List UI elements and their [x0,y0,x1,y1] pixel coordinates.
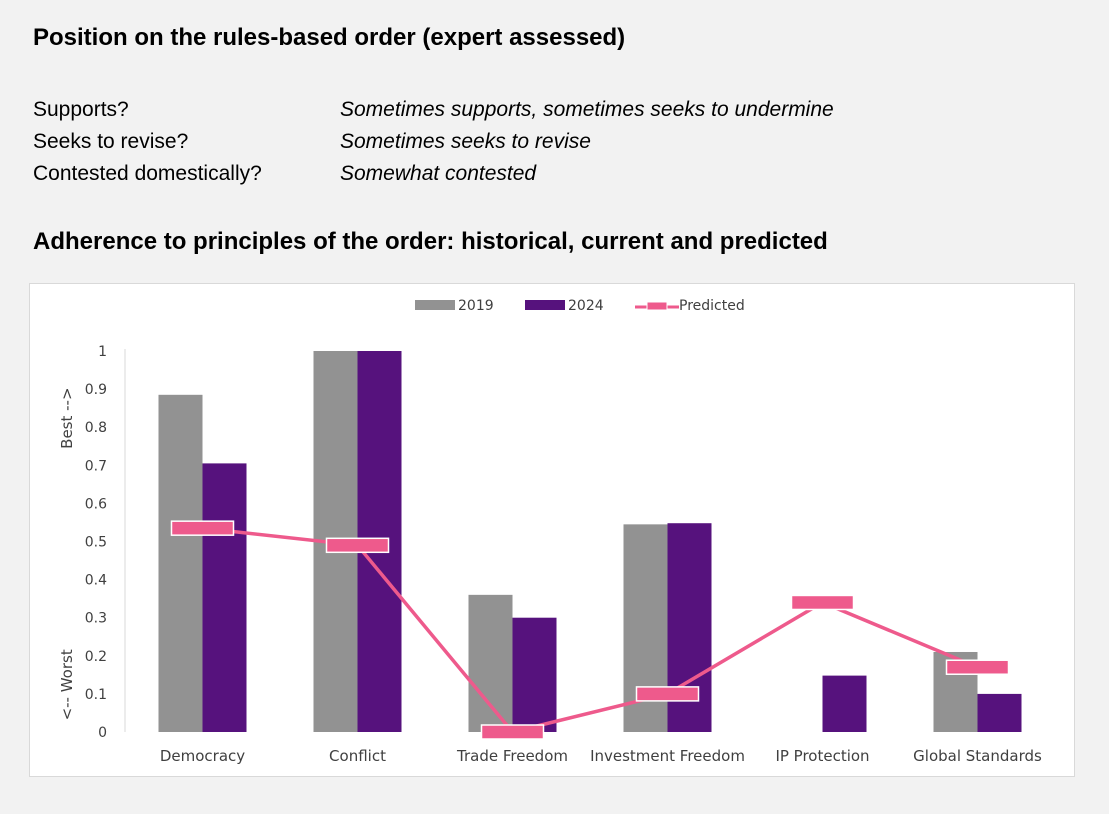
predicted-marker-global-standards [945,659,1010,675]
y-axis-label-worst: <-- Worst [58,649,76,720]
bar-2019-trade-freedom [468,594,513,732]
y-tick-label: 0 [98,725,107,741]
y-axis-label-best: Best --> [58,387,76,448]
y-tick-label: 0.3 [85,611,107,627]
y-tick-label: 1 [98,344,107,360]
x-tick-label: Conflict [329,747,386,765]
legend-label-2019: 2019 [458,298,494,314]
assessment-answer: Sometimes supports, sometimes seeks to u… [340,98,834,121]
adherence-chart: 0 0.1 0.2 0.3 0.4 0.5 0.6 0.7 0.8 0.9 1 Best --> <--… [58,298,1042,765]
legend-swatch-2024 [525,300,565,310]
bar-2024-ip-protection [822,675,867,732]
bar-2024-trade-freedom [512,617,557,732]
bar-2024-global-standards [977,693,1022,732]
y-tick-label: 0.7 [85,458,107,474]
y-tick-label: 0.1 [85,687,107,703]
assessment-row: Supports? Sometimes supports, sometimes … [33,94,834,126]
predicted-marker-democracy [170,520,235,536]
predicted-marker-investment-freedom [635,686,700,702]
y-tick-label: 0.8 [85,420,107,436]
legend-swatch-2019 [415,300,455,310]
assessment-question: Supports? [33,98,129,121]
y-tick-label: 0.9 [85,382,107,398]
bar-2024-democracy [202,463,247,732]
assessment-row: Seeks to revise? Sometimes seeks to revi… [33,126,834,158]
predicted-marker-ip-protection [790,594,855,611]
x-tick-label: Trade Freedom [456,747,568,765]
legend-marker-predicted [646,301,668,311]
y-tick-label: 0.6 [85,496,107,512]
assessment-question: Seeks to revise? [33,130,189,153]
x-tick-label: Global Standards [913,747,1042,765]
x-tick-label: IP Protection [775,747,869,765]
bar-2019-democracy [158,394,203,732]
predicted-marker-trade-freedom [480,724,545,740]
page-title: Position on the rules-based order (exper… [33,24,626,51]
legend-label-2024: 2024 [568,298,604,314]
assessment-row: Contested domestically? Somewhat contest… [33,158,834,190]
assessment-answer: Sometimes seeks to revise [340,130,591,153]
section-title: Adherence to principles of the order: hi… [33,228,828,255]
assessment-list: Supports? Sometimes supports, sometimes … [33,94,834,190]
assessment-question: Contested domestically? [33,162,262,185]
assessment-answer: Somewhat contested [340,162,537,185]
y-tick-label: 0.5 [85,535,107,551]
legend-label-predicted: Predicted [679,298,745,314]
x-tick-label: Democracy [160,747,245,765]
y-tick-label: 0.2 [85,649,107,665]
chart-container: 0 0.1 0.2 0.3 0.4 0.5 0.6 0.7 0.8 0.9 1 Best --> <--… [29,283,1075,777]
y-tick-label: 0.4 [85,573,107,589]
predicted-marker-conflict [325,537,390,554]
x-tick-label: Investment Freedom [590,747,745,765]
